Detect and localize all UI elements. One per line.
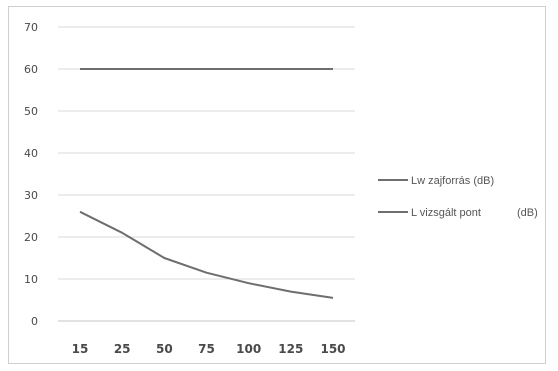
x-tick-label: 50 [156, 342, 173, 356]
x-tick-label: 75 [198, 342, 215, 356]
x-tick-label: 150 [320, 342, 345, 356]
legend-label-l-vizsgalt-pont: L vizsgált pont [411, 207, 481, 219]
x-axis-ticks: 15 25 50 75 100 125 150 [72, 342, 346, 356]
y-tick-label: 30 [24, 189, 38, 202]
gridlines [58, 26, 355, 322]
chart-frame [8, 6, 546, 364]
y-tick-label: 60 [24, 63, 38, 76]
x-tick-label: 100 [236, 342, 261, 356]
x-tick-label: 125 [278, 342, 303, 356]
legend-label-lw-zajforras: Lw zajforrás (dB) [411, 175, 494, 187]
y-axis-ticks: 0 10 20 30 40 50 60 70 [24, 21, 38, 328]
legend-unit-l-vizsgalt-pont: (dB) [517, 207, 538, 219]
y-tick-label: 10 [24, 273, 38, 286]
series-line-l-vizsgalt-pont [79, 210, 334, 299]
x-tick-label: 25 [114, 342, 131, 356]
y-tick-label: 70 [24, 21, 38, 34]
y-tick-label: 0 [31, 315, 38, 328]
y-tick-label: 50 [24, 105, 38, 118]
y-tick-label: 20 [24, 231, 38, 244]
y-tick-label: 40 [24, 147, 38, 160]
x-tick-label: 15 [72, 342, 89, 356]
series-lines [79, 68, 334, 299]
legend: Lw zajforrás (dB) L vizsgált pont (dB) [378, 175, 538, 219]
